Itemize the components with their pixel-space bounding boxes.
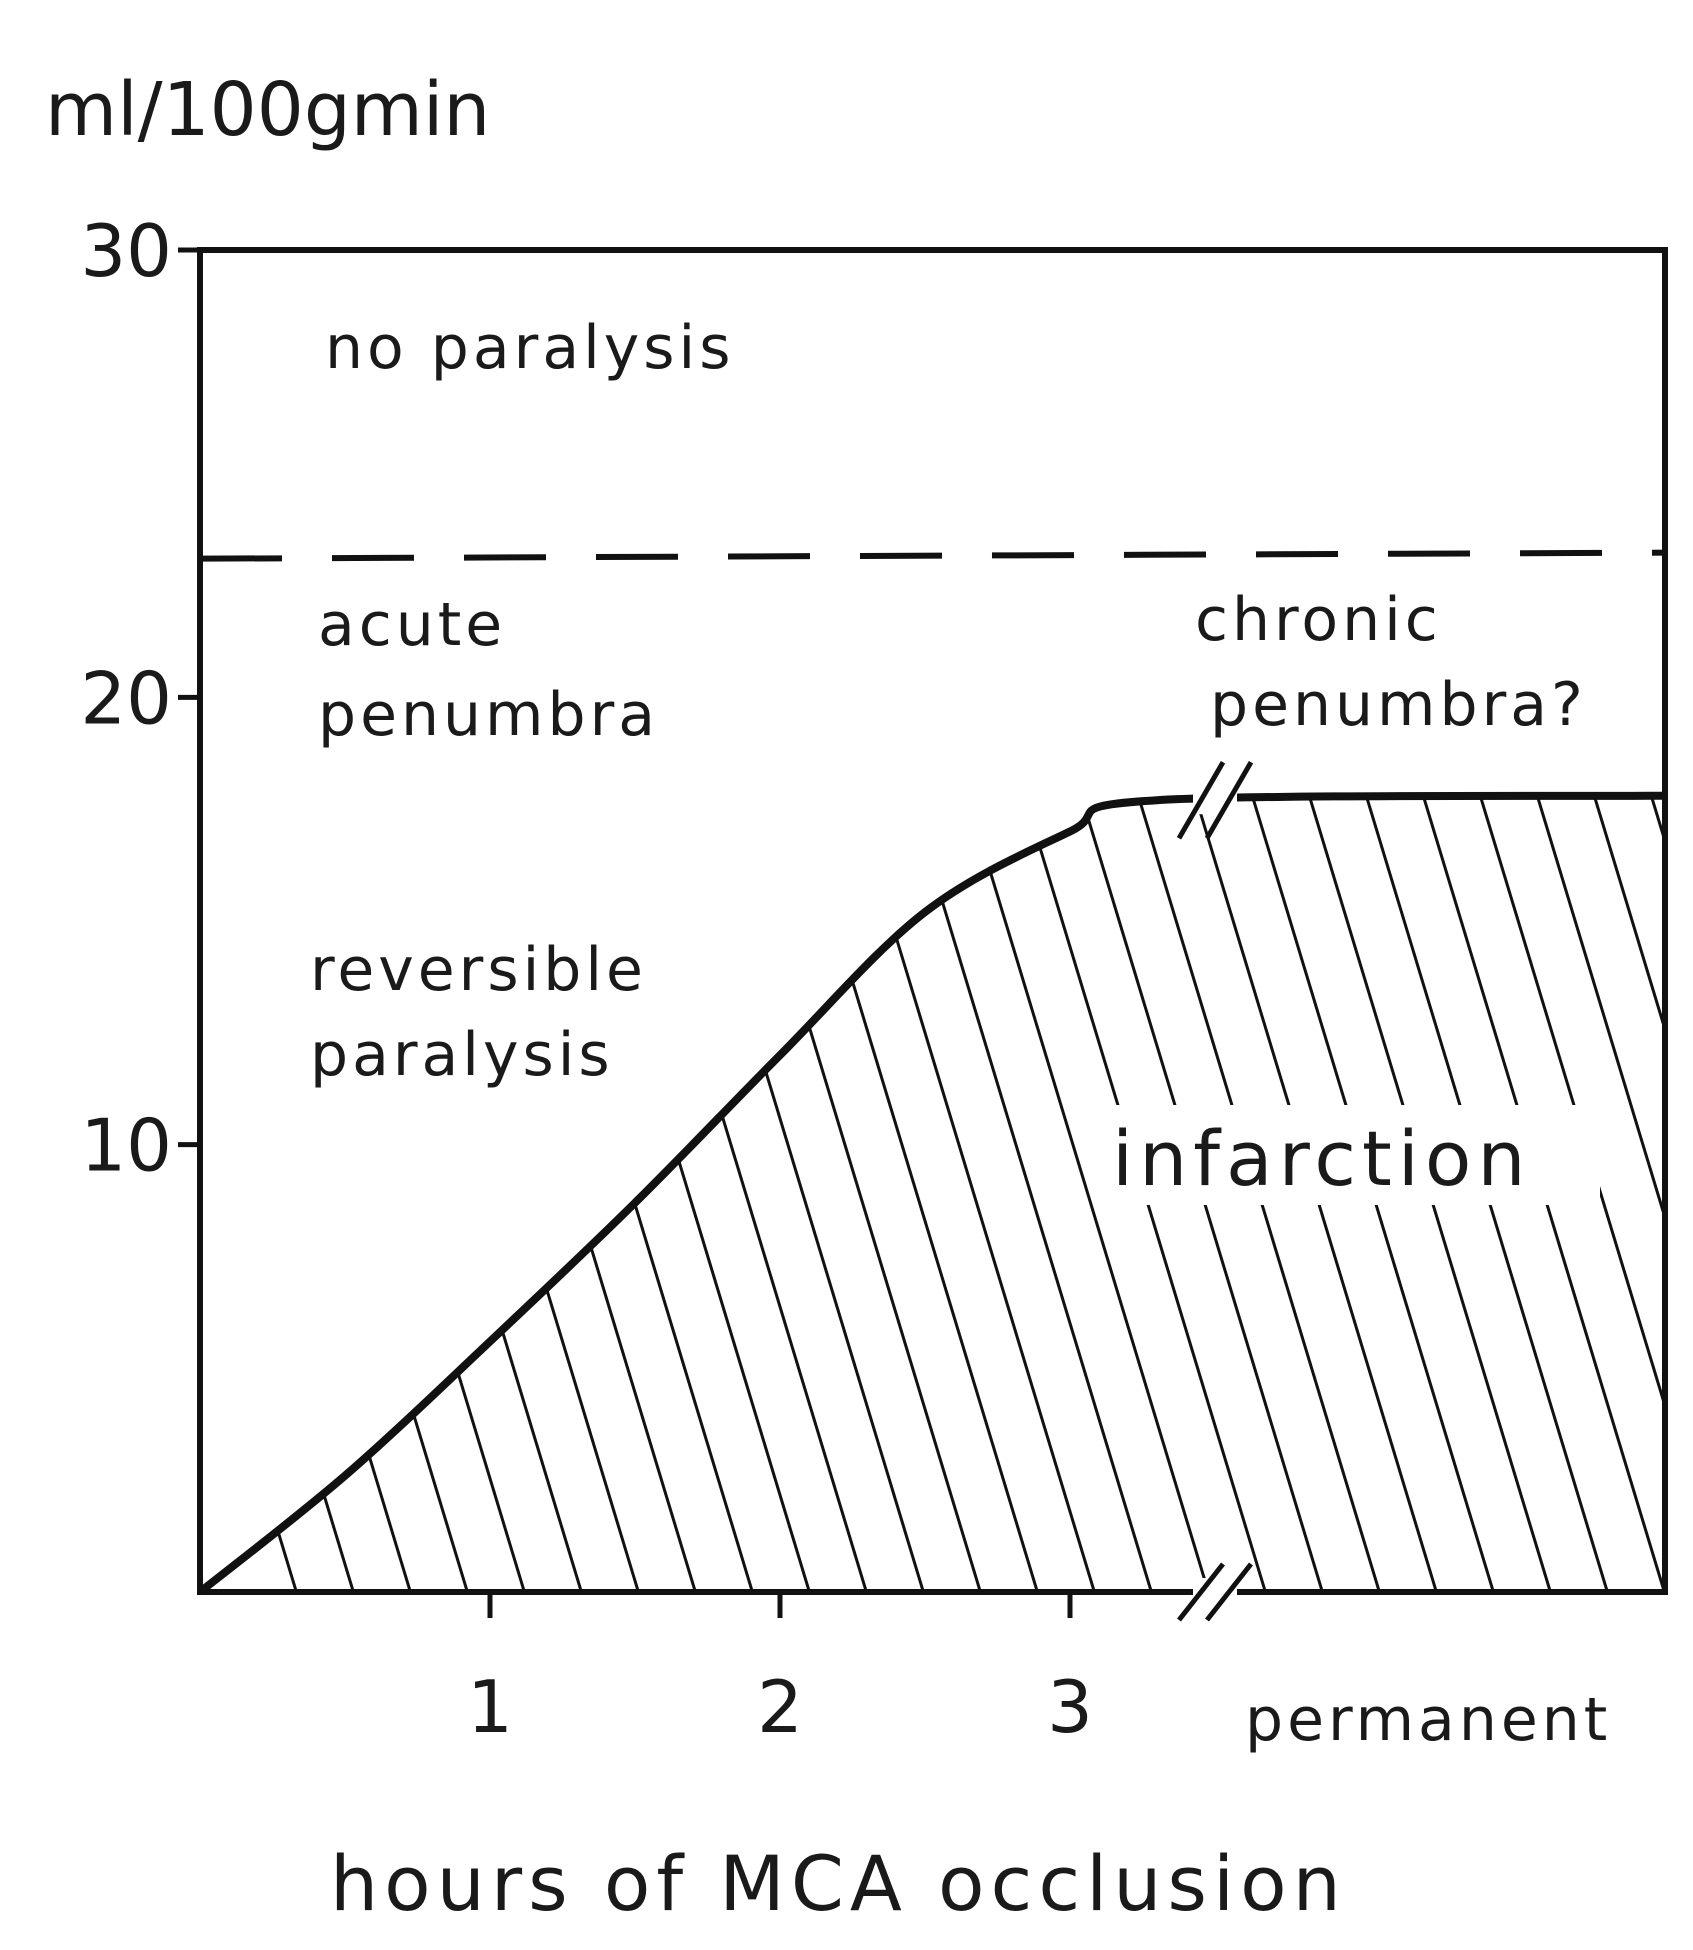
- hatch-line: [1142, 795, 1564, 1592]
- region-label-no-paralysis: no paralysis: [325, 313, 734, 383]
- y-tick-label-10: 10: [80, 1104, 172, 1188]
- curve-break-mark: [1176, 760, 1226, 840]
- x-axis-label: hours of MCA occlusion: [330, 1839, 1347, 1928]
- hatch-line: [914, 795, 1336, 1592]
- hatch-line: [686, 795, 1108, 1592]
- x-tick-label-3: 3: [1047, 1665, 1093, 1749]
- y-axis-label: ml/100gmin: [45, 67, 490, 153]
- hatch-line: [200, 795, 310, 1592]
- region-label-chronic-penumbra-2: penumbra?: [1210, 670, 1587, 740]
- region-label-reversible-paralysis-1: reversible: [310, 935, 647, 1005]
- threshold-line: [199, 549, 1666, 562]
- hatch-line: [1370, 795, 1665, 1592]
- hatch-line: [743, 795, 1165, 1592]
- hatch-line: [800, 795, 1222, 1592]
- infarction-area-fill: [200, 795, 1665, 1592]
- region-label-acute-penumbra-2: penumbra: [318, 680, 659, 750]
- series-line-infarction: [197, 791, 1666, 1596]
- infarction-area: [200, 795, 1665, 1592]
- axis-break-mark: [1177, 1562, 1225, 1622]
- y-tick-label-30: 30: [80, 209, 172, 293]
- x-tick-label-2: 2: [757, 1665, 803, 1749]
- curve-break-mark: [1204, 760, 1254, 840]
- axis-break-mark: [1205, 1562, 1253, 1622]
- hatch-line: [1199, 795, 1621, 1592]
- plot-frame: [197, 247, 1668, 1595]
- region-label-chronic-penumbra-1: chronic: [1195, 585, 1442, 655]
- axis-break: [1176, 760, 1254, 1622]
- x-tick-label-permanent: permanent: [1245, 1685, 1611, 1755]
- hatch-line: [857, 795, 1279, 1592]
- region-label-infarction: infarction: [1112, 1114, 1532, 1203]
- hatch-line: [971, 795, 1393, 1592]
- hatch-line: [1256, 795, 1665, 1592]
- hatch-line: [1427, 795, 1665, 1592]
- hatch-line: [1028, 795, 1450, 1592]
- region-label-reversible-paralysis-2: paralysis: [310, 1020, 614, 1090]
- region-label-acute-penumbra-1: acute: [318, 590, 506, 660]
- hatch-line: [1085, 795, 1507, 1592]
- x-tick-label-1: 1: [467, 1665, 513, 1749]
- y-tick-label-20: 20: [80, 656, 172, 740]
